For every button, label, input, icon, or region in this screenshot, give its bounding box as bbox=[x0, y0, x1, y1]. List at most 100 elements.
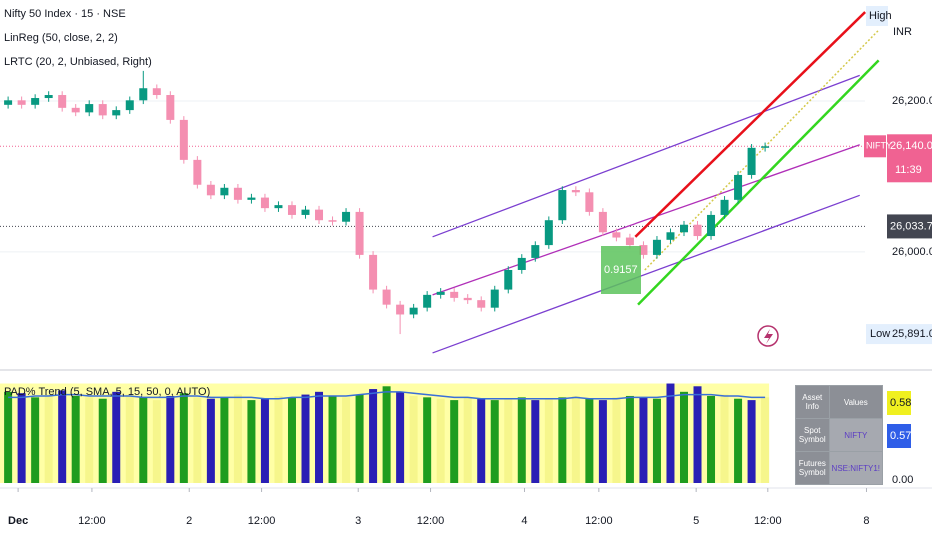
indicator-label: LRTC (20, 2, Unbiased, Right) bbox=[4, 56, 152, 68]
candle-body bbox=[409, 307, 418, 315]
indicator-label: LinReg (50, close, 2, 2) bbox=[4, 32, 118, 44]
currency-label: INR bbox=[893, 26, 912, 38]
indicator-bar bbox=[423, 397, 432, 483]
price-badge bbox=[887, 134, 932, 183]
candle-body bbox=[423, 294, 432, 308]
indicator-bar bbox=[625, 395, 634, 483]
candle-body bbox=[734, 174, 743, 200]
indicator-bar bbox=[166, 395, 175, 483]
candle-body bbox=[328, 220, 337, 222]
candle-body bbox=[396, 304, 405, 315]
indicator-bar bbox=[396, 391, 405, 483]
candle-body bbox=[571, 190, 580, 193]
annotation-box bbox=[601, 246, 641, 294]
trend-line bbox=[432, 194, 860, 354]
candle-body bbox=[585, 192, 594, 212]
indicator-bar bbox=[490, 400, 499, 483]
candle-body bbox=[31, 98, 40, 105]
indicator-bar bbox=[612, 397, 621, 483]
indicator-bar bbox=[693, 386, 702, 483]
indicator-bar bbox=[585, 398, 594, 483]
x-tick-label: 12:00 bbox=[754, 515, 782, 527]
indicator-bar bbox=[31, 397, 40, 483]
indicator-bar bbox=[571, 395, 580, 483]
candle-body bbox=[761, 146, 770, 148]
indicator-bar bbox=[666, 383, 675, 483]
indicator-bar bbox=[355, 394, 364, 483]
lightning-bolt bbox=[764, 329, 773, 344]
candle-body bbox=[98, 104, 107, 116]
candle-body bbox=[612, 232, 621, 238]
indicator-bar bbox=[179, 393, 188, 483]
value-badge-label: 0.57 bbox=[890, 430, 911, 442]
candle-body bbox=[17, 100, 26, 105]
candle-body bbox=[179, 119, 188, 160]
indicator-bar bbox=[477, 398, 486, 483]
annotation: 0.9157 bbox=[604, 264, 638, 276]
indicator-bar bbox=[544, 398, 553, 483]
x-tick-label: 12:00 bbox=[248, 515, 276, 527]
candle-body bbox=[463, 297, 472, 301]
candle-body bbox=[517, 257, 526, 270]
low-label: Low bbox=[870, 328, 890, 340]
indicator-bar bbox=[98, 398, 107, 483]
candle-body bbox=[274, 205, 283, 209]
table-cell: Spot Symbol bbox=[795, 418, 830, 452]
candle-body bbox=[342, 211, 351, 222]
candle-body bbox=[287, 205, 296, 215]
indicator-bar bbox=[315, 391, 324, 483]
indicator-bar bbox=[260, 398, 269, 483]
table-cell: Asset Info bbox=[795, 385, 830, 419]
candle-body bbox=[125, 100, 134, 111]
indicator-bar bbox=[720, 394, 729, 483]
indicator-bar bbox=[734, 398, 743, 483]
indicator-bar bbox=[233, 394, 242, 483]
indicator-bar bbox=[369, 389, 378, 483]
table-cell: NSE:NIFTY1! bbox=[828, 451, 883, 485]
symbol-tag-label: NIFTY bbox=[866, 141, 892, 151]
indicator-bar bbox=[17, 393, 26, 483]
x-tick-label: 12:00 bbox=[78, 515, 106, 527]
candle-body bbox=[44, 95, 53, 99]
trend-line bbox=[634, 11, 867, 238]
x-tick-label: 5 bbox=[693, 515, 699, 527]
indicator-bar bbox=[558, 397, 567, 483]
price-badge bbox=[887, 214, 932, 239]
price-label: 26,033.75 bbox=[890, 220, 932, 232]
candle-body bbox=[58, 95, 67, 108]
candle-body bbox=[720, 199, 729, 215]
candle-body bbox=[679, 224, 688, 233]
indicator-bar bbox=[463, 397, 472, 483]
indicator-line bbox=[8, 391, 766, 400]
indicator-bar bbox=[152, 400, 161, 483]
indicator-bar bbox=[287, 397, 296, 483]
indicator-bar bbox=[436, 398, 445, 483]
value-badge bbox=[887, 391, 911, 415]
candle-body bbox=[639, 245, 648, 255]
candle-body bbox=[355, 211, 364, 255]
chart-title: Nifty 50 Index · 15 · NSE bbox=[4, 8, 126, 20]
candle-body bbox=[666, 232, 675, 240]
indicator-bar bbox=[58, 390, 67, 483]
candle-body bbox=[260, 197, 269, 209]
low-value: 25,891.00 bbox=[892, 328, 932, 340]
indicator-bar bbox=[125, 394, 134, 483]
candle-body bbox=[598, 211, 607, 233]
x-tick-label: 3 bbox=[355, 515, 361, 527]
indicator-bar bbox=[301, 394, 310, 483]
lightning-icon[interactable] bbox=[757, 325, 779, 347]
indicator-bar bbox=[220, 397, 229, 483]
value-badge bbox=[887, 424, 911, 448]
indicator-bar bbox=[679, 391, 688, 483]
table-cell: Values bbox=[828, 385, 883, 419]
candle-body bbox=[4, 100, 13, 105]
candle-body bbox=[247, 197, 256, 200]
candle-body bbox=[301, 209, 310, 215]
indicator-bar bbox=[247, 400, 256, 483]
indicator-bar bbox=[4, 391, 13, 483]
table-row: Futures Symbol NSE:NIFTY1! bbox=[795, 451, 883, 485]
candle-body bbox=[558, 190, 567, 221]
x-tick-label: 12:00 bbox=[585, 515, 613, 527]
indicator-bar bbox=[639, 397, 648, 483]
